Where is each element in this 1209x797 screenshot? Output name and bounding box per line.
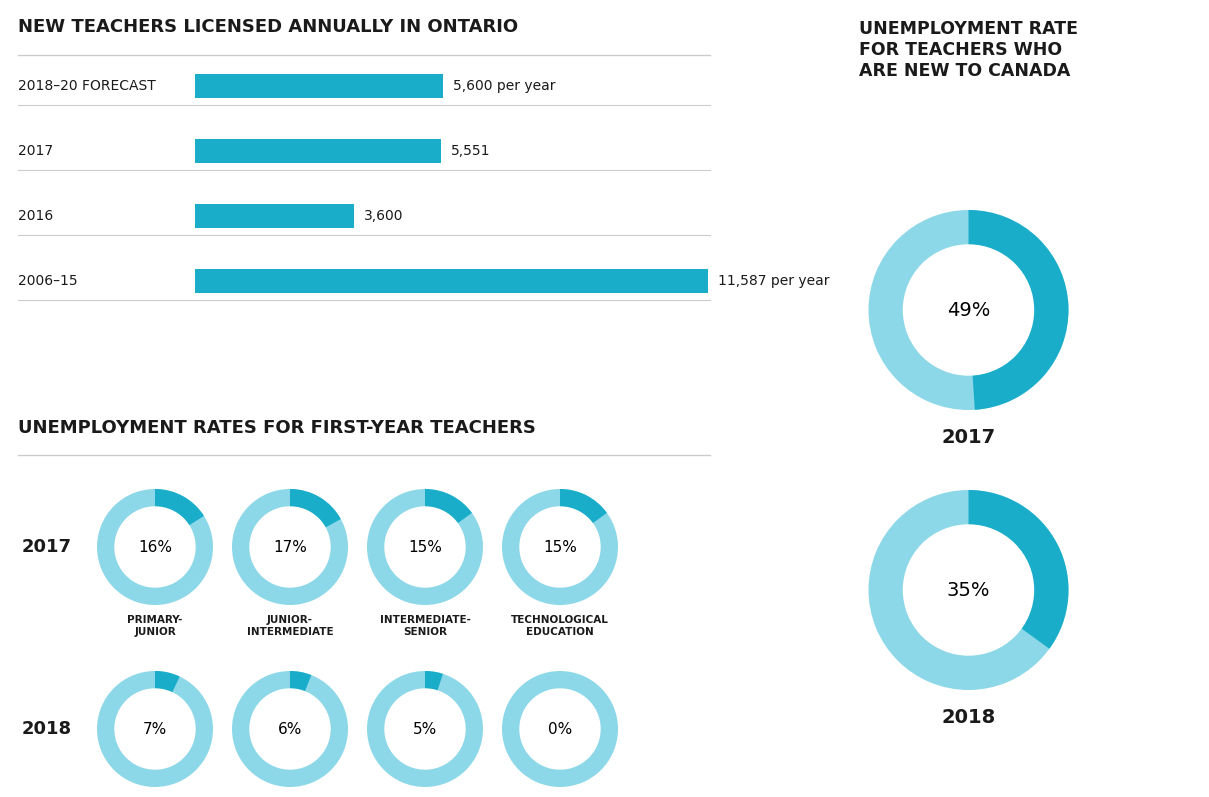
Wedge shape	[868, 490, 1069, 690]
Text: 11,587 per year: 11,587 per year	[718, 274, 829, 288]
Circle shape	[115, 689, 195, 769]
Wedge shape	[560, 489, 607, 524]
Text: 2017: 2017	[22, 538, 73, 556]
Wedge shape	[97, 671, 213, 787]
Text: 2016: 2016	[18, 209, 53, 223]
Wedge shape	[968, 210, 1069, 410]
Wedge shape	[232, 489, 348, 605]
Wedge shape	[426, 489, 472, 524]
Text: 3,600: 3,600	[364, 209, 404, 223]
Text: 15%: 15%	[543, 540, 577, 555]
Text: UNEMPLOYMENT RATE
FOR TEACHERS WHO
ARE NEW TO CANADA: UNEMPLOYMENT RATE FOR TEACHERS WHO ARE N…	[860, 20, 1078, 80]
Text: 6%: 6%	[278, 721, 302, 736]
Wedge shape	[232, 671, 348, 787]
Text: 5,600 per year: 5,600 per year	[453, 79, 555, 93]
Text: 7%: 7%	[143, 721, 167, 736]
Wedge shape	[290, 671, 312, 692]
Text: 35%: 35%	[947, 580, 990, 599]
Circle shape	[903, 525, 1034, 655]
Bar	[195, 269, 708, 293]
Wedge shape	[368, 489, 484, 605]
Wedge shape	[502, 489, 618, 605]
Wedge shape	[426, 671, 442, 691]
Circle shape	[903, 245, 1034, 375]
Wedge shape	[968, 490, 1069, 649]
Circle shape	[520, 507, 600, 587]
Text: 2006–15: 2006–15	[18, 274, 77, 288]
Wedge shape	[868, 210, 1069, 410]
Text: 2018: 2018	[22, 720, 73, 738]
Text: INTERMEDIATE-
SENIOR: INTERMEDIATE- SENIOR	[380, 615, 470, 637]
Wedge shape	[97, 489, 213, 605]
Wedge shape	[155, 489, 204, 525]
Text: 2018: 2018	[942, 708, 996, 727]
Text: UNEMPLOYMENT RATES FOR FIRST-YEAR TEACHERS: UNEMPLOYMENT RATES FOR FIRST-YEAR TEACHE…	[18, 419, 536, 437]
Text: 2018–20 FORECAST: 2018–20 FORECAST	[18, 79, 156, 93]
Wedge shape	[502, 671, 618, 787]
Text: 0%: 0%	[548, 721, 572, 736]
Text: JUNIOR-
INTERMEDIATE: JUNIOR- INTERMEDIATE	[247, 615, 334, 637]
Circle shape	[384, 507, 465, 587]
Wedge shape	[368, 671, 484, 787]
Text: PRIMARY-
JUNIOR: PRIMARY- JUNIOR	[127, 615, 183, 637]
Circle shape	[250, 507, 330, 587]
Text: 2017: 2017	[942, 428, 995, 447]
Text: 49%: 49%	[947, 300, 990, 320]
Circle shape	[520, 689, 600, 769]
Text: 2017: 2017	[18, 144, 53, 158]
Text: TECHNOLOGICAL
EDUCATION: TECHNOLOGICAL EDUCATION	[511, 615, 609, 637]
Text: 5,551: 5,551	[451, 144, 491, 158]
Wedge shape	[155, 671, 180, 693]
Bar	[195, 204, 354, 228]
Circle shape	[384, 689, 465, 769]
Text: 17%: 17%	[273, 540, 307, 555]
Text: NEW TEACHERS LICENSED ANNUALLY IN ONTARIO: NEW TEACHERS LICENSED ANNUALLY IN ONTARI…	[18, 18, 519, 36]
Text: 15%: 15%	[409, 540, 442, 555]
Bar	[195, 74, 442, 98]
Bar	[195, 139, 441, 163]
Text: 5%: 5%	[413, 721, 438, 736]
Wedge shape	[290, 489, 341, 528]
Text: 16%: 16%	[138, 540, 172, 555]
Circle shape	[115, 507, 195, 587]
Circle shape	[250, 689, 330, 769]
